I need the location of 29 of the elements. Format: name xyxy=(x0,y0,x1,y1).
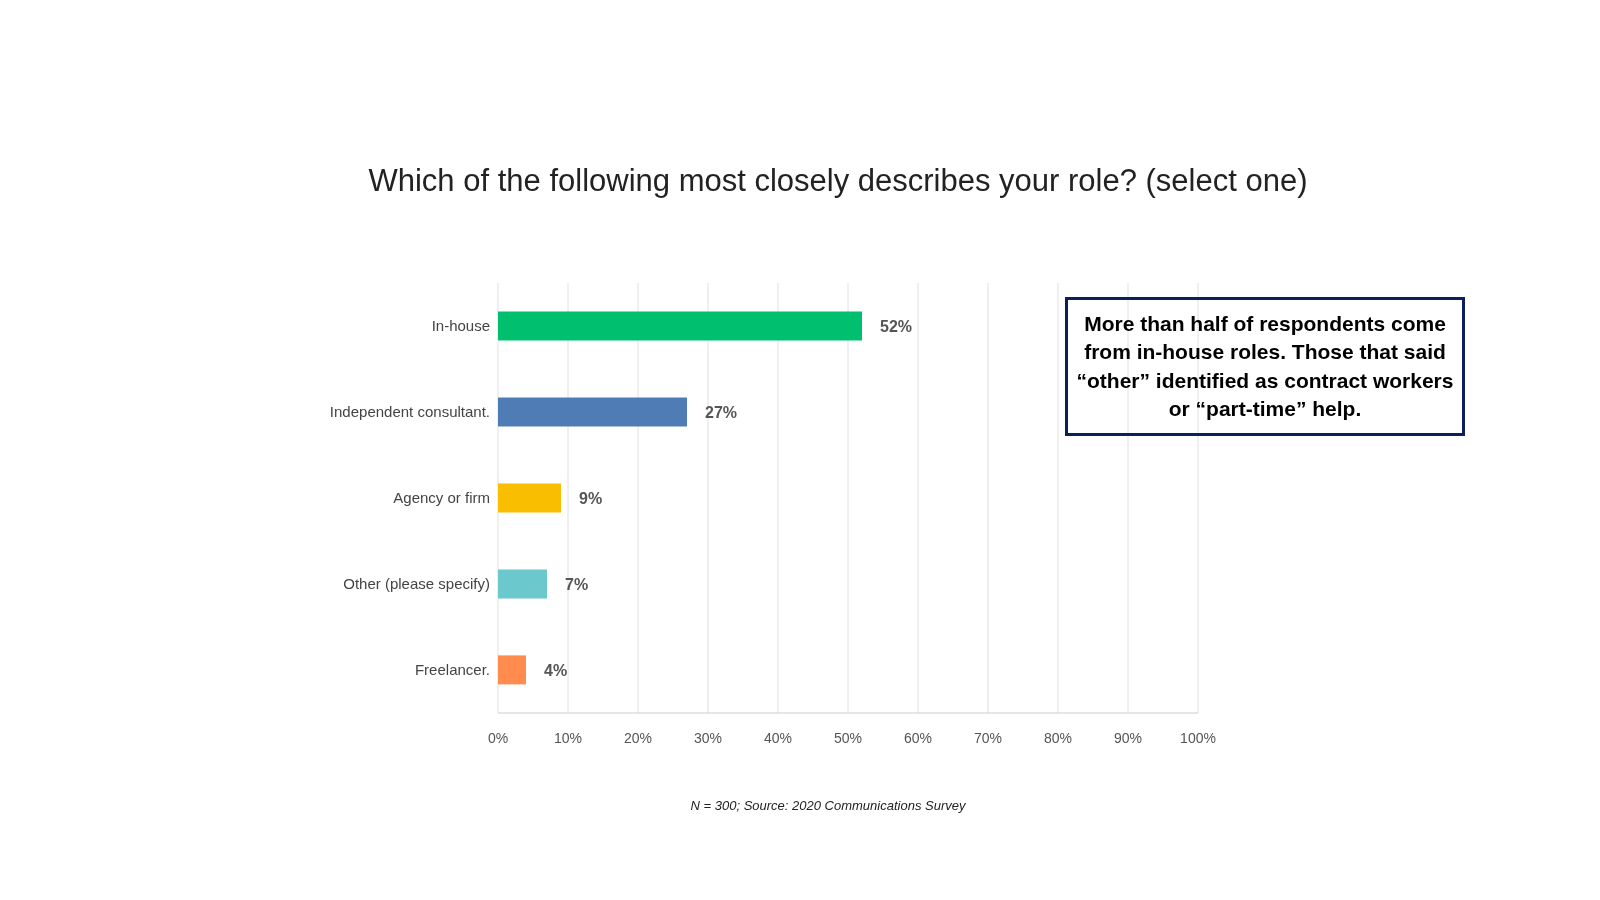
x-tick-label: 60% xyxy=(903,729,933,746)
bar xyxy=(498,569,547,599)
x-tick-label: 30% xyxy=(693,729,723,746)
text: N = 300; Source: 2020 Communications Survey xyxy=(689,798,967,813)
x-tick-label: 90% xyxy=(1113,729,1143,746)
data-label: 9% xyxy=(579,489,603,507)
y-tick-label: Independent consultant. xyxy=(329,403,490,421)
x-tick-label: 100% xyxy=(1180,729,1216,746)
chart-title: Which of the following most closely describes your role? (select one) xyxy=(367,163,1309,199)
annotation: More than half of respondents come from in-house roles. Those that said “other” identified as contract workers or “part-time” help. xyxy=(1065,297,1465,437)
x-tick-label: 20% xyxy=(623,729,653,746)
data-label: 7% xyxy=(565,575,589,593)
x-tick-label: 50% xyxy=(833,729,863,746)
y-tick-label: Agency or firm xyxy=(393,489,490,507)
bar xyxy=(498,483,561,513)
data-label: 4% xyxy=(544,661,568,679)
bar xyxy=(498,655,526,685)
y-tick-label: In-house xyxy=(431,317,490,335)
bar xyxy=(498,311,862,341)
x-tick-label: 80% xyxy=(1043,729,1073,746)
data-label: 27% xyxy=(705,403,738,421)
x-tick-label: 70% xyxy=(973,729,1003,746)
x-tick-label: 40% xyxy=(763,729,793,746)
y-tick-label: Freelancer. xyxy=(414,661,490,679)
x-tick-label: 0% xyxy=(487,729,509,746)
data-label: 52% xyxy=(880,317,913,335)
bar xyxy=(498,397,687,427)
y-tick-label: Other (please specify) xyxy=(343,575,490,593)
x-tick-label: 10% xyxy=(553,729,583,746)
